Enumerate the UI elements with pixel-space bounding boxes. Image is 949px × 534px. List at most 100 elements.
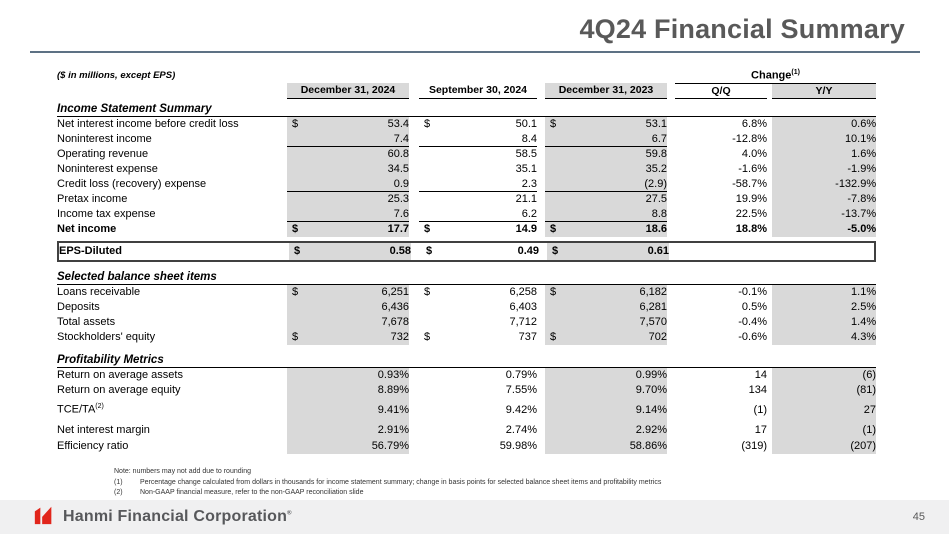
cell-value: 6,258	[509, 286, 537, 299]
value-cell: 35.1	[515, 163, 537, 175]
column-gap	[537, 315, 545, 330]
value-cell: (2.9)	[545, 176, 667, 192]
column-gap	[667, 132, 675, 147]
value-cell: $0.58	[289, 242, 411, 260]
value-cell: 27	[772, 397, 876, 422]
column-gap	[409, 383, 419, 398]
value-cell: 2.5%	[772, 299, 877, 315]
value-cell: 4.0%	[741, 148, 767, 160]
financial-summary-table: ($ in millions, except EPS) Change(1) De…	[57, 68, 878, 454]
value-cell: $6,182	[545, 284, 667, 300]
table-meta-row: ($ in millions, except EPS) Change(1)	[57, 68, 877, 84]
column-gap	[537, 177, 545, 192]
footnote-1-text: Percentage change calculated from dollar…	[140, 478, 662, 486]
currency-symbol: $	[294, 245, 301, 257]
spacer-cell	[57, 83, 287, 98]
currency-symbol: $	[550, 286, 557, 299]
value-cell: 7,570	[545, 314, 667, 330]
cell-value: 17.7	[387, 223, 409, 236]
change-footnote-ref: (1)	[791, 68, 800, 76]
cell-value: 6,182	[639, 286, 667, 299]
col-header-qq: Q/Q	[675, 83, 767, 99]
column-gap	[537, 192, 545, 207]
value-cell: $18.6	[545, 221, 667, 237]
value-cell: 56.79%	[287, 438, 409, 454]
currency-symbol: $	[292, 118, 299, 131]
value-cell: (319)	[741, 440, 767, 452]
value-cell: $6,258	[419, 285, 537, 300]
table-column-headers: ($ in millions, except EPS) Change(1) De…	[57, 68, 877, 99]
value-cell: 6,436	[287, 299, 409, 315]
value-cell: 6,281	[545, 299, 667, 315]
value-cell: $6,251	[287, 284, 409, 300]
value-cell: $53.1	[545, 116, 667, 132]
value-cell: $53.4	[287, 116, 409, 132]
value-cell: 27.5	[545, 191, 667, 207]
value-cell: -13.7%	[772, 206, 877, 222]
value-cell	[677, 243, 769, 260]
table-section-income: Income Statement Summary Net interest inc…	[57, 101, 877, 237]
value-cell: 0.9	[287, 176, 409, 192]
column-gap	[667, 383, 675, 398]
currency-symbol: $	[424, 223, 431, 236]
column-gap	[409, 398, 419, 422]
column-gap	[667, 439, 675, 454]
footnote-1-number: (1)	[114, 478, 123, 486]
spacer-cell	[419, 68, 537, 83]
section-header-row: Income Statement Summary	[57, 101, 877, 117]
spacer-cell	[409, 68, 419, 83]
table-row: Credit loss (recovery) expense 0.9 2.3 (2.9…	[57, 176, 877, 192]
value-cell: $17.7	[287, 221, 409, 237]
table-row: Net interest margin 2.91% 2.74% 2.92% 17 (1)	[57, 421, 876, 439]
value-cell: (1)	[753, 403, 767, 416]
column-gap	[409, 132, 419, 147]
table-row: EPS-Diluted $0.58 $0.49 $0.61	[59, 242, 878, 260]
footer-bar: Hanmi Financial Corporation® 45	[0, 500, 949, 534]
table-row: Net income $17.7 $14.9 $18.6 18.8% -5.0%	[57, 221, 877, 237]
spacer-cell	[667, 68, 675, 83]
value-cell: 59.8	[545, 146, 667, 162]
value-cell: 34.5	[287, 161, 409, 177]
value-cell: 1.1%	[772, 284, 877, 300]
column-gap	[409, 439, 419, 454]
page-title: 4Q24 Financial Summary	[579, 14, 905, 44]
col-header-sep-30-2024: September 30, 2024	[419, 83, 537, 99]
currency-symbol: $	[292, 331, 299, 343]
cell-value: 53.1	[645, 118, 667, 131]
hanmi-logo-icon	[33, 504, 55, 531]
cell-value: 53.4	[387, 118, 409, 131]
column-gap	[537, 117, 545, 132]
units-note: ($ in millions, except EPS)	[57, 70, 176, 81]
value-cell: 7,712	[509, 316, 537, 328]
currency-symbol: $	[550, 223, 557, 236]
value-cell: $702	[545, 329, 667, 345]
currency-symbol: $	[424, 286, 431, 299]
table-row: Net interest income before credit loss $5…	[57, 116, 877, 132]
column-gap	[409, 285, 419, 300]
currency-symbol: $	[550, 118, 557, 131]
column-gap	[667, 330, 675, 345]
column-gap	[667, 177, 675, 192]
row-label: Income tax expense	[57, 208, 156, 220]
value-cell: 9.42%	[505, 403, 537, 416]
table-row: Total assets 7,678 7,712 7,570 -0.4% 1.4%	[57, 314, 877, 330]
column-gap	[409, 117, 419, 132]
cell-value: 50.1	[515, 118, 537, 131]
row-label: Noninterest income	[57, 133, 152, 145]
column-gap	[537, 330, 545, 345]
value-cell: -5.0%	[772, 221, 877, 237]
column-gap	[667, 398, 675, 422]
value-cell: $0.49	[421, 243, 539, 260]
section-header: Income Statement Summary	[57, 101, 877, 117]
row-label: Stockholders' equity	[57, 331, 156, 343]
column-gap	[667, 315, 675, 330]
currency-symbol: $	[424, 331, 431, 343]
column-gap	[537, 398, 545, 422]
column-gap	[409, 162, 419, 177]
footnotes: Note: numbers may not add due to roundin…	[114, 467, 874, 499]
row-label: Net interest margin	[57, 424, 150, 436]
value-cell: $732	[287, 329, 409, 345]
value-cell: 7.4	[287, 131, 409, 147]
value-cell: 18.8%	[735, 223, 767, 235]
